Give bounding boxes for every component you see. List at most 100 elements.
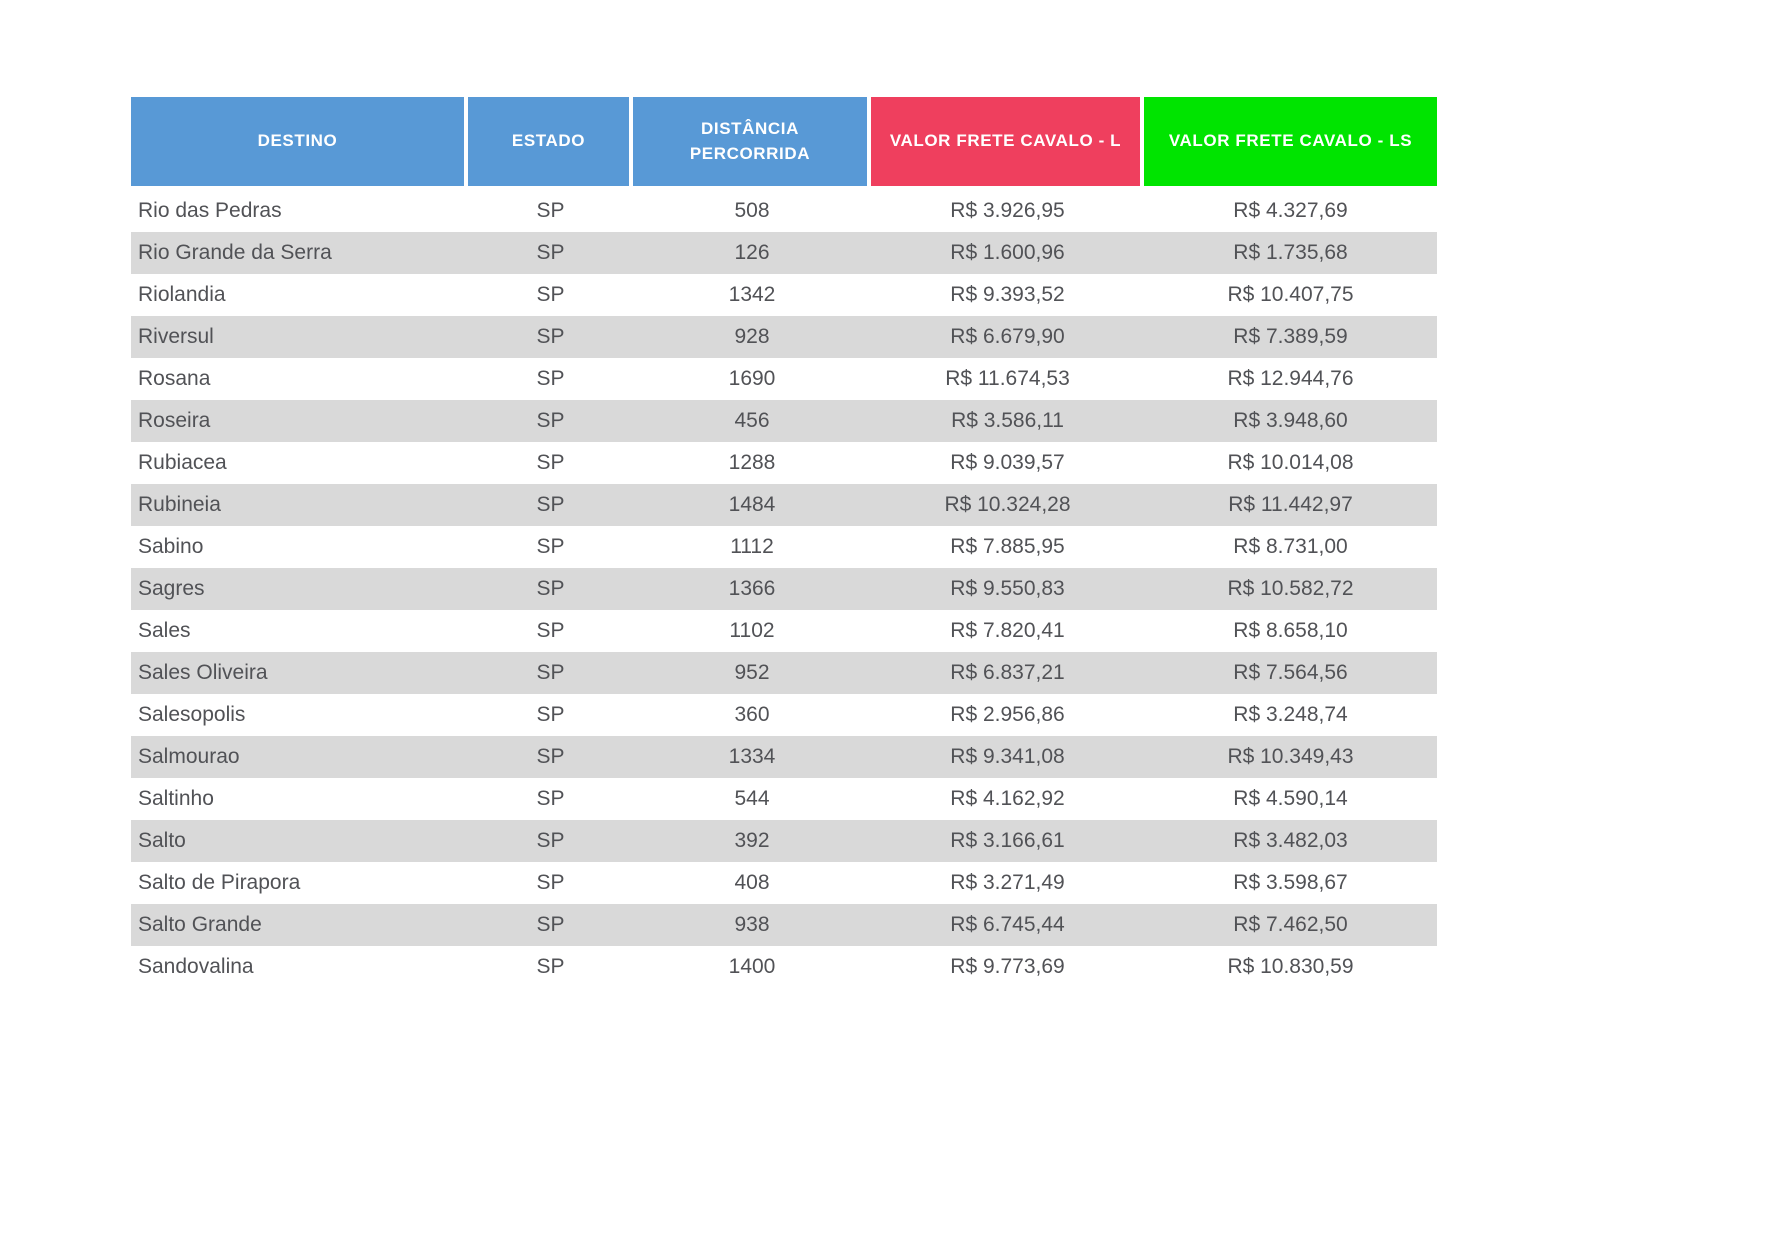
cell-destino: Salto (138, 829, 186, 852)
cell-estado: SP (536, 913, 565, 936)
cell-distancia-percorrida: 1366 (728, 577, 776, 600)
table-row: Sales SP 1102 R$ 7.820,41 R$ 8.658,10 (131, 610, 1437, 652)
table-row: Salto Grande SP 938 R$ 6.745,44 R$ 7.462,50 (131, 904, 1437, 946)
cell-valor-frete-cavalo-l: R$ 9.773,69 (950, 955, 1065, 978)
cell-distancia-percorrida: 1484 (728, 493, 776, 516)
cell-estado: SP (536, 577, 565, 600)
table-row: Sabino SP 1112 R$ 7.885,95 R$ 8.731,00 (131, 526, 1437, 568)
cell-estado: SP (536, 829, 565, 852)
cell-destino: Salto de Pirapora (138, 871, 301, 894)
cell-distancia-percorrida: 1334 (728, 745, 776, 768)
cell-valor-frete-cavalo-l: R$ 9.550,83 (950, 577, 1065, 600)
cell-destino: Riolandia (138, 283, 226, 306)
header-cell-estado: ESTADO (468, 97, 633, 186)
cell-distancia-percorrida: 952 (734, 661, 770, 684)
cell-valor-frete-cavalo-l: R$ 6.745,44 (950, 913, 1065, 936)
cell-destino: Roseira (138, 409, 211, 432)
cell-valor-frete-cavalo-ls: R$ 3.948,60 (1233, 409, 1348, 432)
cell-valor-frete-cavalo-ls: R$ 1.735,68 (1233, 241, 1348, 264)
cell-distancia-percorrida: 392 (734, 829, 770, 852)
cell-distancia-percorrida: 1400 (728, 955, 776, 978)
cell-estado: SP (536, 871, 565, 894)
cell-valor-frete-cavalo-l: R$ 3.271,49 (950, 871, 1065, 894)
cell-estado: SP (536, 241, 565, 264)
cell-valor-frete-cavalo-ls: R$ 3.248,74 (1233, 703, 1348, 726)
cell-distancia-percorrida: 928 (734, 325, 770, 348)
cell-estado: SP (536, 619, 565, 642)
table-row: Salesopolis SP 360 R$ 2.956,86 R$ 3.248,74 (131, 694, 1437, 736)
table-row: Saltinho SP 544 R$ 4.162,92 R$ 4.590,14 (131, 778, 1437, 820)
cell-distancia-percorrida: 1288 (728, 451, 776, 474)
cell-estado: SP (536, 325, 565, 348)
table-body: Rio das Pedras SP 508 R$ 3.926,95 R$ 4.327,6… (131, 190, 1437, 988)
cell-distancia-percorrida: 408 (734, 871, 770, 894)
cell-destino: Rubiacea (138, 451, 227, 474)
cell-destino: Rubineia (138, 493, 221, 516)
cell-valor-frete-cavalo-l: R$ 9.393,52 (950, 283, 1065, 306)
cell-valor-frete-cavalo-ls: R$ 3.598,67 (1233, 871, 1348, 894)
cell-distancia-percorrida: 1690 (728, 367, 776, 390)
header-cell-distancia-percorrida: DISTÂNCIA PERCORRIDA (633, 97, 871, 186)
table-row: Salto de Pirapora SP 408 R$ 3.271,49 R$ 3.59… (131, 862, 1437, 904)
cell-estado: SP (536, 955, 565, 978)
cell-estado: SP (536, 787, 565, 810)
cell-estado: SP (536, 199, 565, 222)
cell-valor-frete-cavalo-ls: R$ 7.389,59 (1233, 325, 1348, 348)
cell-estado: SP (536, 535, 565, 558)
cell-estado: SP (536, 661, 565, 684)
cell-valor-frete-cavalo-l: R$ 10.324,28 (944, 493, 1071, 516)
cell-valor-frete-cavalo-l: R$ 3.926,95 (950, 199, 1065, 222)
header-cell-destino: DESTINO (131, 97, 468, 186)
cell-distancia-percorrida: 126 (734, 241, 770, 264)
cell-valor-frete-cavalo-l: R$ 4.162,92 (950, 787, 1065, 810)
cell-estado: SP (536, 703, 565, 726)
cell-distancia-percorrida: 456 (734, 409, 770, 432)
cell-valor-frete-cavalo-l: R$ 7.820,41 (950, 619, 1065, 642)
cell-estado: SP (536, 745, 565, 768)
cell-destino: Riversul (138, 325, 214, 348)
cell-distancia-percorrida: 360 (734, 703, 770, 726)
cell-destino: Sales (138, 619, 191, 642)
table-row: Rio das Pedras SP 508 R$ 3.926,95 R$ 4.327,6… (131, 190, 1437, 232)
table-row: Roseira SP 456 R$ 3.586,11 R$ 3.948,60 (131, 400, 1437, 442)
cell-destino: Sabino (138, 535, 204, 558)
table-header-row: DESTINO ESTADO DISTÂNCIA PERCORRIDA VALOR F… (131, 97, 1437, 186)
table-row: Rubiacea SP 1288 R$ 9.039,57 R$ 10.014,08 (131, 442, 1437, 484)
cell-destino: Salmourao (138, 745, 240, 768)
freight-table: DESTINO ESTADO DISTÂNCIA PERCORRIDA VALOR F… (131, 97, 1437, 988)
cell-valor-frete-cavalo-l: R$ 3.586,11 (951, 409, 1064, 432)
cell-destino: Rosana (138, 367, 211, 390)
cell-distancia-percorrida: 1102 (729, 619, 775, 642)
cell-valor-frete-cavalo-ls: R$ 11.442,97 (1228, 493, 1353, 516)
cell-destino: Sagres (138, 577, 205, 600)
cell-valor-frete-cavalo-ls: R$ 10.582,72 (1227, 577, 1354, 600)
cell-distancia-percorrida: 1342 (728, 283, 776, 306)
cell-destino: Rio das Pedras (138, 199, 282, 222)
table-row: Salmourao SP 1334 R$ 9.341,08 R$ 10.349,43 (131, 736, 1437, 778)
cell-valor-frete-cavalo-ls: R$ 7.462,50 (1233, 913, 1348, 936)
header-cell-valor-frete-cavalo-ls: VALOR FRETE CAVALO - LS (1144, 97, 1437, 186)
table-row: Salto SP 392 R$ 3.166,61 R$ 3.482,03 (131, 820, 1437, 862)
header-cell-valor-frete-cavalo-l: VALOR FRETE CAVALO - L (871, 97, 1144, 186)
cell-valor-frete-cavalo-l: R$ 1.600,96 (950, 241, 1065, 264)
table-row: Riolandia SP 1342 R$ 9.393,52 R$ 10.407,75 (131, 274, 1437, 316)
cell-valor-frete-cavalo-l: R$ 9.039,57 (950, 451, 1065, 474)
cell-valor-frete-cavalo-ls: R$ 12.944,76 (1227, 367, 1354, 390)
cell-distancia-percorrida: 1112 (730, 535, 774, 558)
cell-valor-frete-cavalo-ls: R$ 4.590,14 (1233, 787, 1348, 810)
cell-destino: Saltinho (138, 787, 214, 810)
cell-valor-frete-cavalo-ls: R$ 8.658,10 (1233, 619, 1348, 642)
cell-estado: SP (536, 493, 565, 516)
cell-valor-frete-cavalo-ls: R$ 8.731,00 (1233, 535, 1348, 558)
cell-valor-frete-cavalo-l: R$ 7.885,95 (950, 535, 1065, 558)
table-row: Rosana SP 1690 R$ 11.674,53 R$ 12.944,76 (131, 358, 1437, 400)
cell-estado: SP (536, 367, 565, 390)
cell-valor-frete-cavalo-ls: R$ 3.482,03 (1233, 829, 1348, 852)
table-row: Rubineia SP 1484 R$ 10.324,28 R$ 11.442,97 (131, 484, 1437, 526)
cell-destino: Rio Grande da Serra (138, 241, 332, 264)
cell-valor-frete-cavalo-ls: R$ 10.349,43 (1227, 745, 1354, 768)
table-row: Riversul SP 928 R$ 6.679,90 R$ 7.389,59 (131, 316, 1437, 358)
cell-estado: SP (536, 283, 565, 306)
cell-valor-frete-cavalo-ls: R$ 10.830,59 (1227, 955, 1354, 978)
cell-valor-frete-cavalo-ls: R$ 10.014,08 (1227, 451, 1354, 474)
